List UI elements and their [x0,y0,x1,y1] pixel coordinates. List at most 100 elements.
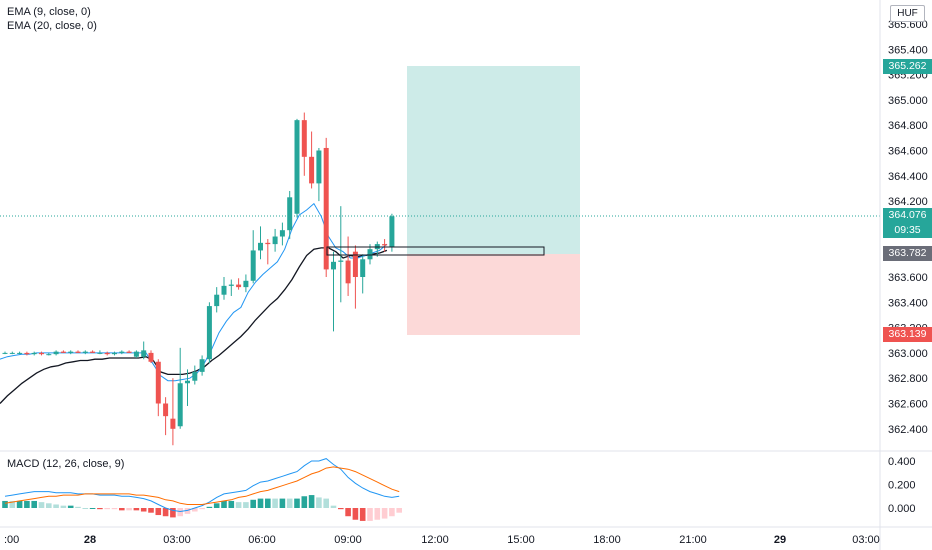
price-tick-label: 362.400 [888,424,928,436]
macd-bar [330,505,337,508]
ema20-legend[interactable]: EMA (20, close, 0) [7,20,97,32]
macd-bar [162,508,169,517]
macd-axis[interactable]: 0.400 0.200 0.000 [888,456,916,515]
macd-bar [140,508,147,512]
macd-bar [89,508,96,509]
candle-body [53,351,59,355]
candle-body [279,230,285,237]
candle-body [236,284,242,288]
macd-histogram [2,495,402,521]
macd-bar [170,508,176,518]
macd-bar [104,508,110,510]
candle-body [163,403,169,417]
macd-bar [316,497,322,508]
macd-bar [53,504,59,508]
stop-price-badge: 363.139 [883,327,932,342]
time-axis[interactable]: :00 28 03:00 06:00 09:00 12:00 15:00 18:00 21:00… [4,534,880,546]
target-price-badge: 365.262 [883,59,932,74]
time-tick-label: 21:00 [679,534,707,546]
macd-bar [82,508,89,509]
candle-body [265,242,271,245]
price-tick-label: 364.400 [888,171,928,183]
candle-body [258,242,263,251]
candle-body [287,197,293,231]
macd-bar [265,498,271,508]
macd-bar [206,506,213,508]
macd-bar [67,505,74,508]
macd-tick-label: 0.400 [888,456,916,468]
time-tick-label: 03:00 [163,534,191,546]
candle-body [331,261,336,270]
macd-bar [16,500,23,508]
target-zone[interactable] [407,66,580,254]
macd-bar [323,498,329,508]
time-tick-label: 18:00 [593,534,621,546]
candles [2,112,395,446]
macd-bar [389,508,395,517]
macd-bar [38,502,45,508]
currency-label[interactable]: HUF [890,5,925,22]
macd-bar [31,500,37,508]
entry-range-box[interactable] [326,246,545,256]
candle-body [97,352,103,354]
macd-bar [228,500,235,508]
candle-body [155,361,161,404]
candle-body [90,351,96,353]
candle-body [272,236,278,245]
time-tick-label: 09:00 [334,534,362,546]
candle-body [60,351,66,353]
price-tick-label: 362.800 [888,373,928,385]
macd-bar [148,508,154,513]
candle-body [294,120,300,214]
price-tick-label: 363.400 [888,297,928,309]
macd-bar [250,499,256,508]
macd-legend[interactable]: MACD (12, 26, close, 9) [7,458,125,470]
candle-body [316,150,322,184]
macd-bar [235,502,242,508]
time-tick-label: 06:00 [248,534,276,546]
candle-body [243,280,249,288]
current-price-badge: 364.076 [883,208,932,223]
time-tick-label: 28 [84,534,96,546]
macd-bar [199,508,205,510]
macd-bar [221,500,227,508]
macd-tick-label: 0.200 [888,480,916,492]
macd-bar [257,498,264,508]
macd-bar [301,496,308,508]
candle-body [360,259,366,277]
candle-body [301,120,307,157]
macd-bar [9,500,16,508]
macd-bar [111,508,118,510]
macd-bar [272,498,278,508]
candle-body [323,147,329,270]
countdown-badge: 09:35 [883,223,932,238]
price-tick-label: 364.200 [888,196,928,208]
candle-body [31,352,37,355]
macd-bar [352,508,359,520]
macd-bar [345,508,351,517]
candle-body [9,352,15,354]
ema20-path [0,247,388,404]
candle-body [39,352,44,355]
candle-body [221,285,227,295]
macd-bar [126,508,132,511]
macd-bar [367,508,373,521]
macd-bar [338,508,344,510]
stop-zone[interactable] [407,254,580,335]
price-tick-label: 363.600 [888,272,928,284]
candle-body [17,352,23,354]
candle-body [177,383,183,427]
price-tick-label: 364.600 [888,146,928,158]
candle-body [206,306,212,360]
ema20-line [0,247,388,404]
candle-body [382,244,388,246]
price-tick-label: 363.000 [888,348,928,360]
ema9-legend[interactable]: EMA (9, close, 0) [7,6,91,18]
macd-bar [60,505,67,508]
candle-body [389,216,395,247]
macd-bar [192,508,198,512]
price-tick-label: 365.000 [888,95,928,107]
entry-price-badge: 363.782 [883,246,932,261]
candle-body [46,354,52,356]
